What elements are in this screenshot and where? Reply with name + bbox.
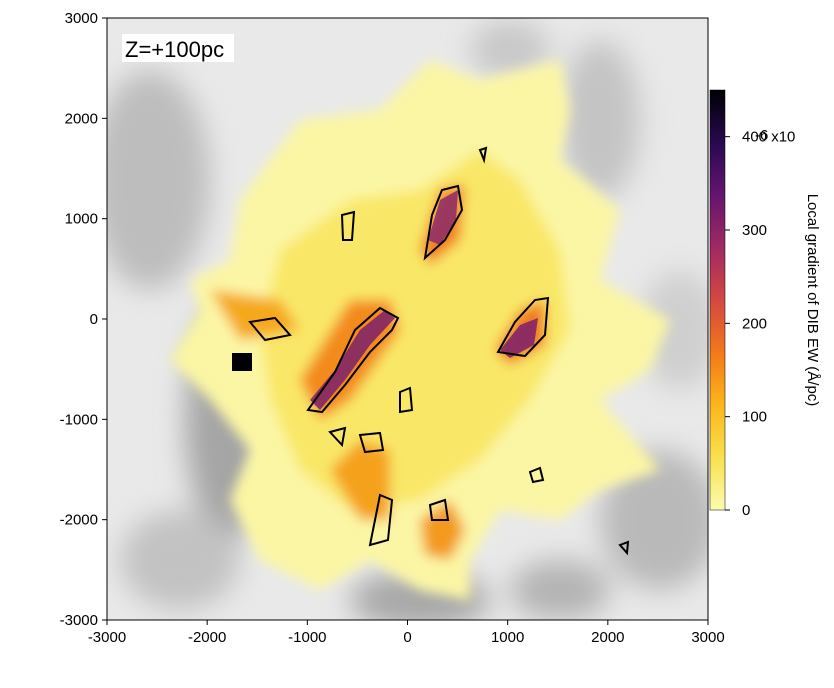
colorbar-tick-label: 200 [742, 315, 767, 332]
x-tick-label: 2000 [591, 629, 624, 646]
colorbar-label: Local gradient of DIB EW (Å/pc) [804, 194, 821, 407]
annotation-label: Z=+100pc [125, 37, 224, 62]
colorbar-tick-label: 400 x10 [742, 129, 795, 146]
y-axis: -3000 -2000 -1000 0 1000 2000 3000 [60, 10, 107, 629]
y-tick-label: 0 [90, 311, 98, 328]
y-tick-label: -2000 [60, 512, 98, 529]
west-dark-spot [232, 353, 252, 371]
x-tick-label: -2000 [188, 629, 226, 646]
colorbar-tick-label: 0 [742, 502, 750, 519]
gray-background-structure [107, 20, 708, 620]
y-tick-label: 3000 [65, 10, 98, 27]
heatmap-area [107, 18, 708, 620]
x-tick-label: 3000 [691, 629, 724, 646]
x-tick-label: -1000 [288, 629, 326, 646]
annotation-box [122, 34, 234, 62]
x-tick-label: -3000 [88, 629, 126, 646]
x-tick-label: 0 [403, 629, 411, 646]
x-tick-label: 1000 [491, 629, 524, 646]
colorbar-exponent: -6 [755, 127, 768, 144]
y-tick-label: 2000 [65, 110, 98, 127]
x-axis: -3000 -2000 -1000 0 1000 2000 3000 [88, 620, 725, 646]
dark-cores [232, 190, 538, 410]
y-tick-label: -1000 [60, 411, 98, 428]
colorbar-tick-label: 100 [742, 409, 767, 426]
colorbar-tick-label: 300 [742, 222, 767, 239]
y-tick-label: -3000 [60, 612, 98, 629]
contours [248, 146, 630, 556]
colorbar-ticks: 0 100 200 300 400 x10 [725, 129, 795, 519]
y-tick-label: 1000 [65, 211, 98, 228]
colorbar [709, 89, 726, 511]
